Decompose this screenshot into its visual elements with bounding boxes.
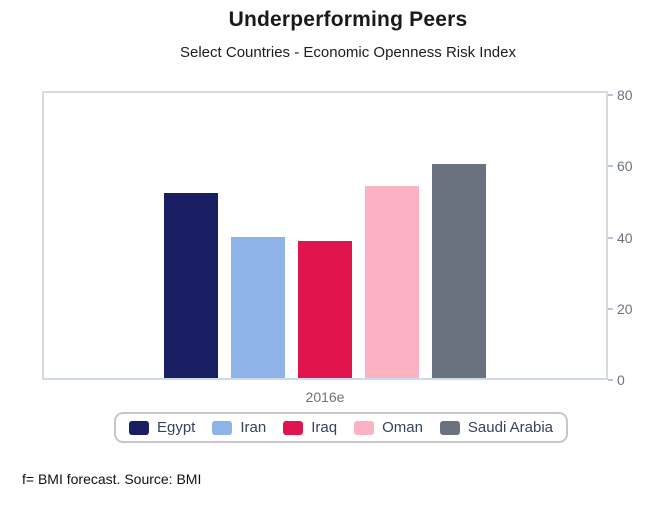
tick-label: 0 (617, 372, 625, 388)
legend-label: Iran (240, 419, 267, 436)
legend-swatch (354, 420, 375, 435)
legend-swatch (439, 420, 460, 435)
tick-label: 20 (617, 300, 633, 317)
tick-mark (608, 94, 613, 96)
bars (44, 93, 606, 378)
y-axis-tick: 20 (608, 301, 633, 317)
legend-item-oman: Oman (354, 419, 423, 436)
legend-swatch (128, 420, 149, 435)
bar-iraq (298, 241, 352, 378)
y-axis-tick: 80 (608, 87, 633, 103)
tick-mark (608, 379, 613, 381)
legend-label: Saudi Arabia (467, 419, 554, 436)
legend: Egypt Iran Iraq Oman Saudi Arabia (113, 412, 569, 443)
legend-label: Oman (382, 419, 423, 436)
bar-oman (365, 185, 419, 378)
legend-label: Iraq (311, 419, 338, 436)
y-axis: 0 20 40 60 80 (608, 87, 654, 388)
y-axis-tick: 40 (608, 230, 633, 246)
bar-egypt (164, 192, 218, 378)
tick-label: 80 (617, 87, 633, 103)
bar-saudi-arabia (432, 164, 486, 378)
legend-swatch (283, 420, 304, 435)
legend-item-iraq: Iraq (283, 419, 337, 436)
tick-label: 40 (617, 229, 633, 246)
tick-mark (608, 307, 613, 310)
legend-item-saudi-arabia: Saudi Arabia (439, 419, 554, 436)
y-axis-tick: 0 (608, 372, 625, 388)
chart-title: Underperforming Peers (228, 8, 468, 31)
y-axis-tick: 60 (608, 158, 633, 174)
tick-mark (608, 165, 613, 168)
x-axis-label: 2016e (305, 389, 345, 405)
tick-label: 60 (617, 158, 633, 175)
legend-swatch (212, 420, 233, 435)
legend-item-egypt: Egypt (128, 419, 196, 436)
chart-subtitle: Select Countries - Economic Openness Ris… (180, 44, 516, 61)
legend-label: Egypt (156, 419, 196, 436)
plot-area (42, 91, 608, 380)
legend-item-iran: Iran (212, 419, 266, 436)
source-note: f= BMI forecast. Source: BMI (22, 471, 202, 487)
tick-mark (608, 236, 613, 239)
bar-iran (231, 236, 285, 378)
